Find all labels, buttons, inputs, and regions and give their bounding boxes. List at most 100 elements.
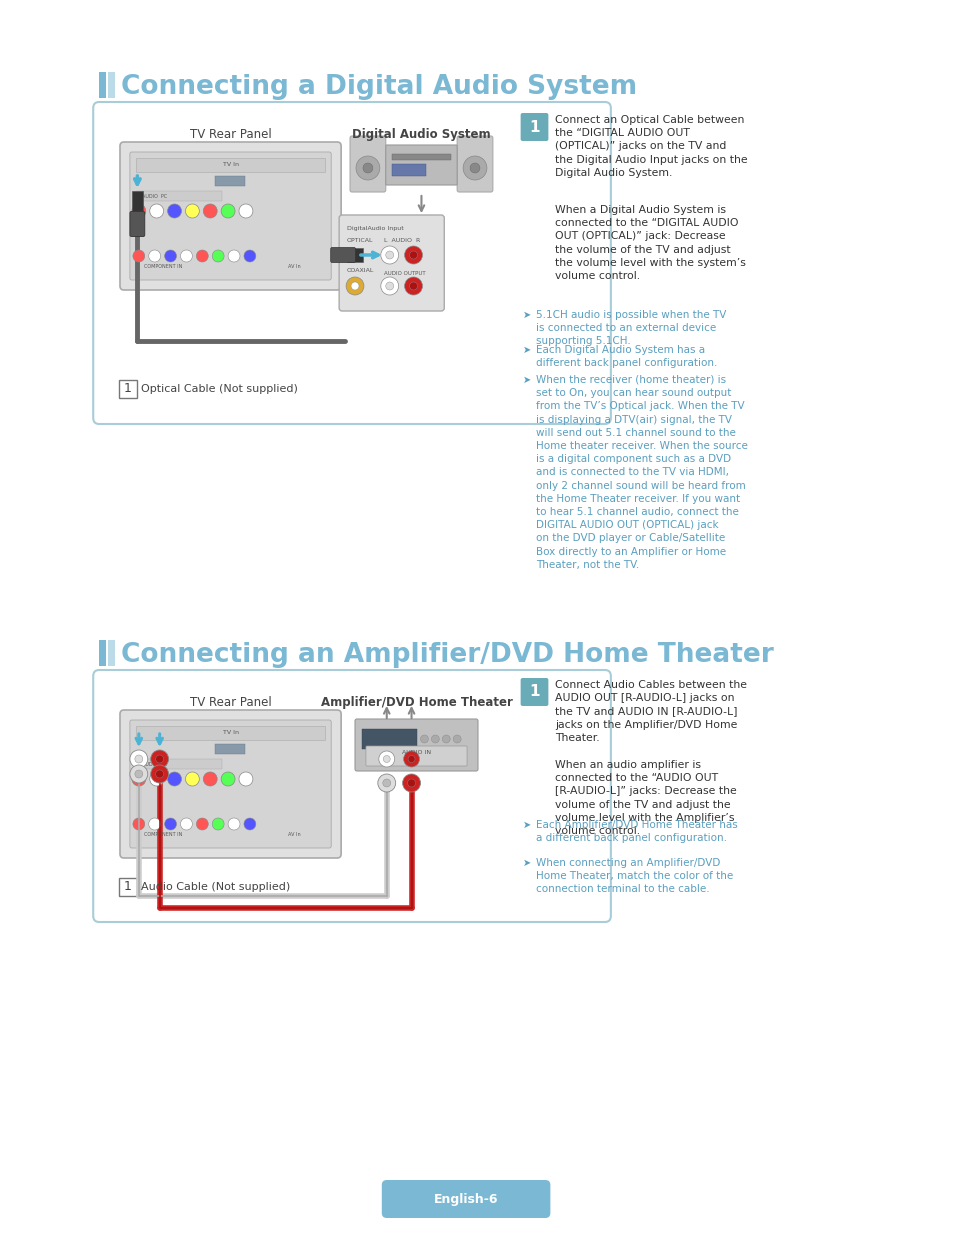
Text: ➤: ➤ xyxy=(522,310,530,320)
Circle shape xyxy=(149,818,160,830)
Circle shape xyxy=(185,204,199,219)
Circle shape xyxy=(408,756,415,762)
Circle shape xyxy=(155,769,164,778)
Circle shape xyxy=(239,204,253,219)
Circle shape xyxy=(221,772,234,785)
FancyBboxPatch shape xyxy=(130,152,331,280)
FancyBboxPatch shape xyxy=(93,671,610,923)
Circle shape xyxy=(155,755,164,763)
Circle shape xyxy=(151,750,169,768)
FancyBboxPatch shape xyxy=(520,678,548,706)
Circle shape xyxy=(380,277,398,295)
Circle shape xyxy=(404,246,422,264)
Circle shape xyxy=(378,751,395,767)
Circle shape xyxy=(132,249,145,262)
Circle shape xyxy=(221,204,234,219)
Circle shape xyxy=(420,735,428,743)
Circle shape xyxy=(462,156,486,180)
Text: COMPONENT IN: COMPONENT IN xyxy=(144,264,182,269)
Bar xyxy=(99,72,106,98)
Circle shape xyxy=(212,249,224,262)
Circle shape xyxy=(203,204,217,219)
Text: 1: 1 xyxy=(529,120,539,135)
Circle shape xyxy=(403,751,419,767)
Circle shape xyxy=(351,282,358,290)
FancyBboxPatch shape xyxy=(93,103,610,424)
Circle shape xyxy=(180,818,193,830)
Circle shape xyxy=(228,818,240,830)
FancyBboxPatch shape xyxy=(366,746,467,766)
Circle shape xyxy=(362,163,373,173)
Text: Audio Cable (Not supplied): Audio Cable (Not supplied) xyxy=(141,882,290,892)
Bar xyxy=(135,191,222,201)
Circle shape xyxy=(180,249,193,262)
Circle shape xyxy=(431,735,438,743)
Bar xyxy=(108,640,115,666)
Text: ➤: ➤ xyxy=(522,820,530,830)
Circle shape xyxy=(134,755,143,763)
Circle shape xyxy=(150,772,164,785)
Circle shape xyxy=(239,772,253,785)
Text: L  AUDIO  R: L AUDIO R xyxy=(383,238,419,243)
Circle shape xyxy=(382,779,391,787)
Text: AUDIO IN: AUDIO IN xyxy=(401,751,431,756)
Text: When connecting an Amplifier/DVD
Home Theater, match the color of the
connection: When connecting an Amplifier/DVD Home Th… xyxy=(536,858,733,894)
Circle shape xyxy=(355,156,379,180)
Text: TV Rear Panel: TV Rear Panel xyxy=(190,697,272,709)
Circle shape xyxy=(151,764,169,783)
Circle shape xyxy=(130,764,148,783)
Text: Each Digital Audio System has a
different back panel configuration.: Each Digital Audio System has a differen… xyxy=(536,345,717,368)
Circle shape xyxy=(165,818,176,830)
Circle shape xyxy=(130,750,148,768)
Bar xyxy=(132,191,143,211)
Circle shape xyxy=(470,163,479,173)
Circle shape xyxy=(402,774,420,792)
Circle shape xyxy=(442,735,450,743)
Circle shape xyxy=(244,818,255,830)
Circle shape xyxy=(165,249,176,262)
Text: Amplifier/DVD Home Theater: Amplifier/DVD Home Theater xyxy=(320,697,512,709)
Bar xyxy=(392,154,451,161)
Circle shape xyxy=(407,779,416,787)
Circle shape xyxy=(409,251,417,259)
Bar xyxy=(361,729,416,748)
Circle shape xyxy=(150,204,164,219)
Circle shape xyxy=(377,774,395,792)
Circle shape xyxy=(134,769,143,778)
Text: Connecting an Amplifier/DVD Home Theater: Connecting an Amplifier/DVD Home Theater xyxy=(121,642,773,668)
Circle shape xyxy=(409,282,417,290)
Circle shape xyxy=(383,756,390,762)
Text: AUDIO OUTPUT: AUDIO OUTPUT xyxy=(383,270,425,275)
Text: 1: 1 xyxy=(124,383,132,395)
Circle shape xyxy=(244,249,255,262)
Bar xyxy=(135,726,325,740)
Circle shape xyxy=(346,277,363,295)
Bar xyxy=(119,380,136,398)
Circle shape xyxy=(132,818,145,830)
FancyBboxPatch shape xyxy=(350,136,385,191)
Text: ➤: ➤ xyxy=(522,375,530,385)
Text: TV In: TV In xyxy=(222,163,238,168)
Bar xyxy=(108,72,115,98)
FancyBboxPatch shape xyxy=(130,211,145,236)
Circle shape xyxy=(453,735,460,743)
Text: 1: 1 xyxy=(124,881,132,893)
Circle shape xyxy=(196,818,208,830)
FancyBboxPatch shape xyxy=(339,215,444,311)
Text: ➤: ➤ xyxy=(522,345,530,354)
Circle shape xyxy=(380,246,398,264)
Circle shape xyxy=(168,772,181,785)
Bar xyxy=(135,760,222,769)
Text: AUDIO  PC: AUDIO PC xyxy=(142,194,167,199)
Bar xyxy=(215,743,245,755)
FancyBboxPatch shape xyxy=(520,112,548,141)
Circle shape xyxy=(203,772,217,785)
Circle shape xyxy=(212,818,224,830)
Bar xyxy=(347,248,362,262)
Text: When the receiver (home theater) is
set to On, you can hear sound output
from th: When the receiver (home theater) is set … xyxy=(536,375,747,569)
Text: TV Rear Panel: TV Rear Panel xyxy=(190,128,272,141)
Circle shape xyxy=(385,251,394,259)
FancyBboxPatch shape xyxy=(355,719,477,771)
Text: Digital Audio System: Digital Audio System xyxy=(352,128,490,141)
Text: AV In: AV In xyxy=(287,264,300,269)
